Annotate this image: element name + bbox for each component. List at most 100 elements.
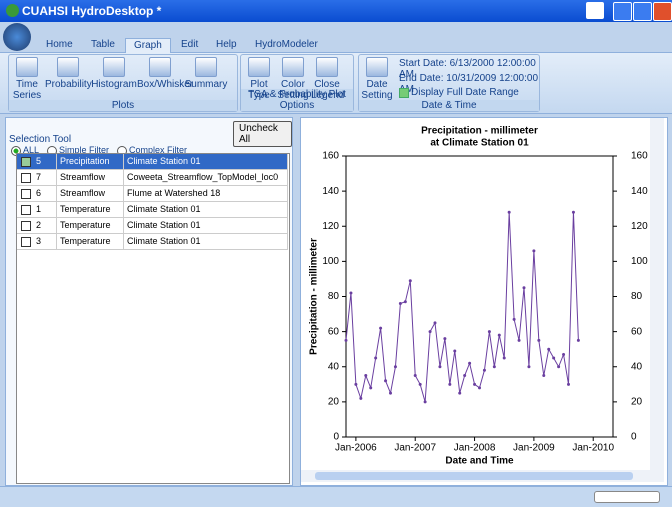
button-icon (316, 57, 338, 77)
button-icon (195, 57, 217, 77)
ribbon-tab[interactable]: Edit (181, 39, 199, 50)
ribbon-tab[interactable]: Help (216, 39, 237, 50)
ribbon-button[interactable]: Box/Whisker (137, 57, 194, 90)
data-point (443, 337, 447, 341)
ribbon-button[interactable]: Summary (183, 57, 229, 90)
row-checkbox[interactable] (21, 157, 31, 167)
data-point (487, 330, 491, 334)
y-tick-label: 160 (322, 151, 339, 162)
data-point (537, 338, 541, 342)
ribbon-button[interactable]: Probability (45, 57, 92, 90)
button-icon (16, 57, 38, 77)
ribbon-tab[interactable]: Table (91, 39, 115, 50)
table-cell: Precipitation (57, 154, 124, 169)
y2-tick-label: 120 (631, 221, 648, 232)
y2-tick-label: 100 (631, 256, 648, 267)
ribbon-button[interactable]: Color Setting (277, 57, 309, 101)
data-point (497, 333, 501, 337)
data-point (478, 386, 481, 390)
ribbon-tab[interactable]: Graph (125, 38, 171, 53)
data-point (398, 302, 402, 306)
status-bar (0, 486, 672, 507)
data-point (438, 365, 442, 369)
table-row[interactable]: 6 Streamflow Flume at Watershed 18 (17, 186, 288, 202)
table-cell: Climate Station 01 (124, 234, 288, 249)
data-point (468, 361, 472, 365)
ribbon-button[interactable]: Time Series (11, 57, 43, 101)
data-point (448, 382, 452, 386)
table-cell: Temperature (57, 202, 124, 217)
data-point (463, 374, 467, 378)
button-label: Time Series (12, 79, 42, 101)
ribbon-tab[interactable]: Home (46, 39, 73, 50)
data-point (458, 391, 462, 395)
table-row[interactable]: 3 Temperature Climate Station 01 (17, 234, 288, 250)
data-point (522, 286, 526, 290)
app-menu-button[interactable] (3, 23, 31, 51)
ribbon-button[interactable]: Close Legend (311, 57, 345, 101)
chart: Precipitation - millimeter at Climate Sta… (301, 118, 664, 482)
data-point (408, 279, 412, 283)
data-point (507, 210, 511, 214)
sync-button[interactable] (586, 2, 604, 19)
table-cell: Streamflow (57, 186, 124, 201)
group-label: Date & Time (359, 100, 539, 111)
minimize-button[interactable] (613, 2, 632, 21)
maximize-button[interactable] (633, 2, 652, 21)
x-tick-label: Jan-2009 (513, 443, 555, 454)
y-tick-label: 80 (328, 291, 340, 302)
full-range-checkbox[interactable] (399, 88, 409, 98)
ribbon-button[interactable]: Plot Type (243, 57, 275, 101)
scroll-thumb[interactable] (315, 472, 633, 480)
y-axis-label: Precipitation - millimeter (309, 238, 320, 355)
button-label: Date Setting (361, 79, 393, 101)
chart-subtitle: at Climate Station 01 (430, 138, 529, 149)
window-title: CUAHSI HydroDesktop * (22, 4, 162, 18)
close-button[interactable] (653, 2, 672, 21)
row-checkbox[interactable] (21, 173, 31, 183)
table-cell: Temperature (57, 234, 124, 249)
table-row[interactable]: 7 Streamflow Coweeta_Streamflow_TopModel_l… (17, 170, 288, 186)
table-row[interactable]: 2 Temperature Climate Station 01 (17, 218, 288, 234)
x-tick-label: Jan-2010 (572, 443, 614, 454)
row-checkbox[interactable] (21, 205, 31, 215)
x-tick-label: Jan-2008 (454, 443, 496, 454)
plot-area (345, 155, 614, 438)
filter-label: ALL (23, 145, 40, 155)
button-label: Close Legend (311, 79, 345, 101)
data-point (517, 338, 521, 342)
data-point (557, 365, 561, 369)
data-point (571, 210, 575, 214)
ribbon-button[interactable]: Histogram (91, 57, 137, 90)
button-icon (366, 57, 388, 77)
group-label: TSA & Probability Plot Options (241, 89, 353, 111)
x-tick-label: Jan-2007 (394, 443, 436, 454)
data-point (428, 330, 432, 334)
row-checkbox[interactable] (21, 237, 31, 247)
table-cell: Temperature (57, 218, 124, 233)
button-icon (248, 57, 270, 77)
data-point (413, 374, 417, 378)
data-point (453, 349, 457, 353)
v-scrollbar[interactable] (650, 118, 664, 470)
start-date: Start Date: 6/13/2000 12:00:00 AM (399, 58, 536, 80)
table-row[interactable]: 1 Temperature Climate Station 01 (17, 202, 288, 218)
ribbon-tab[interactable]: HydroModeler (255, 39, 318, 50)
uncheck-all-button[interactable]: Uncheck All (233, 121, 292, 147)
button-label: Color Setting (277, 79, 309, 101)
y2-tick-label: 140 (631, 186, 648, 197)
y2-tick-label: 40 (631, 361, 643, 372)
row-checkbox[interactable] (21, 189, 31, 199)
data-line (345, 212, 579, 403)
y-tick-label: 100 (322, 256, 339, 267)
selection-panel: Uncheck All Selection Tool ALL Simple Fil… (5, 117, 293, 486)
data-point (393, 365, 397, 369)
ribbon-button[interactable]: Date Setting (361, 57, 393, 101)
table-row[interactable]: 5 Precipitation Climate Station 01 (17, 154, 288, 170)
row-checkbox[interactable] (21, 221, 31, 231)
data-point (532, 249, 536, 253)
y-tick-label: 120 (322, 221, 339, 232)
button-label: Box/Whisker (137, 79, 194, 90)
data-point (576, 338, 580, 342)
